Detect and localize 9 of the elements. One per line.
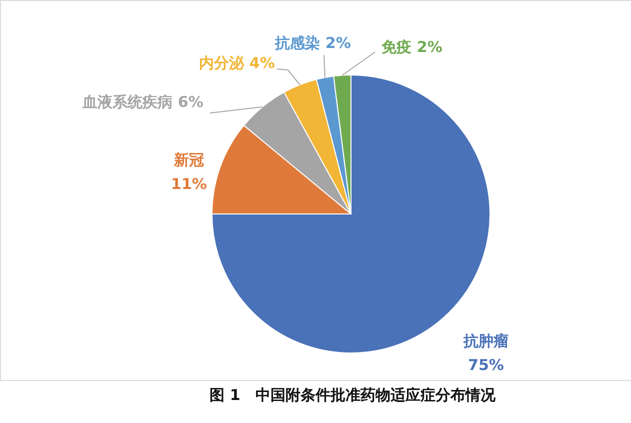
slice-label: 新冠 bbox=[173, 151, 204, 169]
data-label: 75% bbox=[468, 356, 504, 374]
slice-label: 免疫 2% bbox=[380, 38, 442, 56]
slice-label: 血液系统疾病 6% bbox=[82, 93, 204, 111]
slice-label: 内分泌 4% bbox=[199, 54, 275, 72]
slice-label: 抗感染 2% bbox=[274, 34, 351, 52]
text: 图 1 中国附条件批准药物适应症分布情况 bbox=[210, 386, 496, 404]
data-label: 11% bbox=[171, 175, 207, 193]
slice-label: 抗肿瘤 bbox=[462, 332, 508, 350]
